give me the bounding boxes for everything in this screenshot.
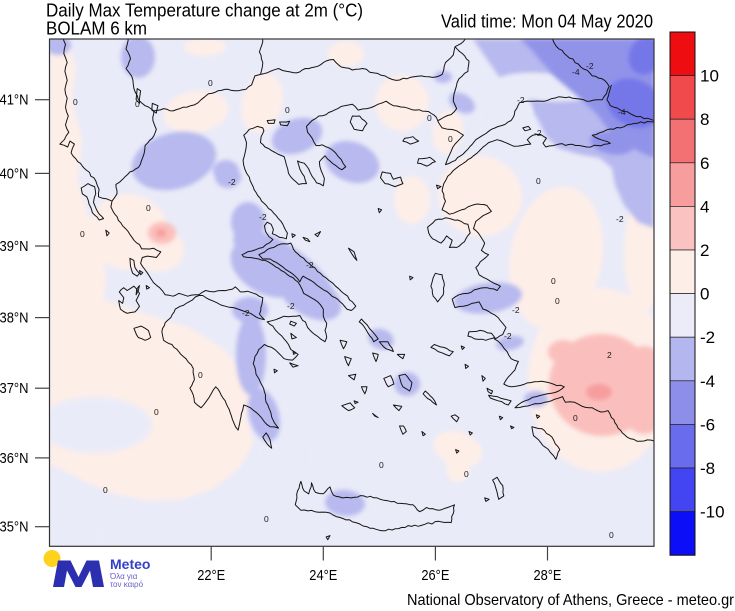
svg-text:-4: -4 bbox=[700, 372, 715, 391]
svg-text:40°N: 40°N bbox=[0, 165, 29, 182]
svg-text:37°N: 37°N bbox=[0, 380, 29, 397]
svg-text:0: 0 bbox=[198, 370, 203, 380]
svg-text:-2: -2 bbox=[228, 177, 236, 187]
svg-text:0: 0 bbox=[700, 285, 709, 304]
svg-text:22°E: 22°E bbox=[197, 567, 225, 584]
svg-text:0: 0 bbox=[536, 176, 541, 186]
svg-text:Valid time: Mon 04 May 2020: Valid time: Mon 04 May 2020 bbox=[441, 11, 653, 32]
svg-text:0: 0 bbox=[135, 99, 140, 109]
svg-text:-2: -2 bbox=[259, 212, 267, 222]
svg-text:-10: -10 bbox=[700, 503, 725, 522]
svg-text:8: 8 bbox=[700, 110, 709, 129]
svg-text:-2: -2 bbox=[504, 331, 512, 341]
svg-text:0: 0 bbox=[208, 78, 213, 88]
svg-text:2: 2 bbox=[700, 241, 709, 260]
svg-text:36°N: 36°N bbox=[0, 450, 29, 467]
svg-text:0: 0 bbox=[573, 413, 578, 423]
svg-text:0: 0 bbox=[609, 530, 614, 540]
svg-text:28°E: 28°E bbox=[534, 567, 562, 584]
svg-text:0: 0 bbox=[73, 97, 78, 107]
svg-text:0: 0 bbox=[80, 229, 85, 239]
svg-text:0: 0 bbox=[103, 485, 108, 495]
svg-text:38°N: 38°N bbox=[0, 310, 29, 327]
svg-text:0: 0 bbox=[551, 276, 556, 286]
svg-text:-4: -4 bbox=[572, 67, 580, 77]
svg-text:-2: -2 bbox=[534, 128, 542, 138]
svg-text:-2: -2 bbox=[306, 260, 314, 270]
svg-text:0: 0 bbox=[464, 469, 469, 479]
svg-text:Όλα για: Όλα για bbox=[109, 572, 138, 581]
svg-text:τον καιρό: τον καιρό bbox=[110, 580, 144, 589]
svg-text:Meteo: Meteo bbox=[110, 556, 150, 572]
svg-text:41°N: 41°N bbox=[0, 92, 29, 109]
svg-text:10: 10 bbox=[700, 67, 719, 86]
svg-text:-2: -2 bbox=[517, 95, 525, 105]
svg-text:-6: -6 bbox=[700, 415, 715, 434]
svg-text:-2: -2 bbox=[512, 305, 520, 315]
svg-text:0: 0 bbox=[555, 296, 560, 306]
svg-text:6: 6 bbox=[700, 154, 709, 173]
svg-text:35°N: 35°N bbox=[0, 519, 29, 536]
svg-text:24°E: 24°E bbox=[309, 567, 337, 584]
svg-text:4: 4 bbox=[700, 197, 709, 216]
svg-text:2: 2 bbox=[607, 350, 612, 360]
svg-text:-2: -2 bbox=[616, 214, 624, 224]
svg-text:0: 0 bbox=[146, 203, 151, 213]
svg-text:0: 0 bbox=[285, 105, 290, 115]
svg-text:26°E: 26°E bbox=[421, 567, 449, 584]
svg-text:0: 0 bbox=[154, 407, 159, 417]
svg-text:-2: -2 bbox=[287, 301, 295, 311]
svg-text:-4: -4 bbox=[618, 107, 626, 117]
svg-text:National Observatory of Athens: National Observatory of Athens, Greece -… bbox=[407, 592, 735, 609]
svg-text:0: 0 bbox=[264, 514, 269, 524]
svg-text:0: 0 bbox=[379, 460, 384, 470]
svg-text:-2: -2 bbox=[242, 308, 250, 318]
svg-text:0: 0 bbox=[448, 134, 453, 144]
svg-text:39°N: 39°N bbox=[0, 238, 29, 255]
svg-text:-2: -2 bbox=[700, 328, 715, 347]
svg-text:Daily Max Temperature change a: Daily Max Temperature change at 2m (°C) bbox=[46, 0, 363, 21]
svg-text:BOLAM 6 km: BOLAM 6 km bbox=[46, 18, 147, 39]
svg-text:-8: -8 bbox=[700, 459, 715, 478]
svg-text:-2: -2 bbox=[586, 61, 594, 71]
svg-text:0: 0 bbox=[427, 113, 432, 123]
